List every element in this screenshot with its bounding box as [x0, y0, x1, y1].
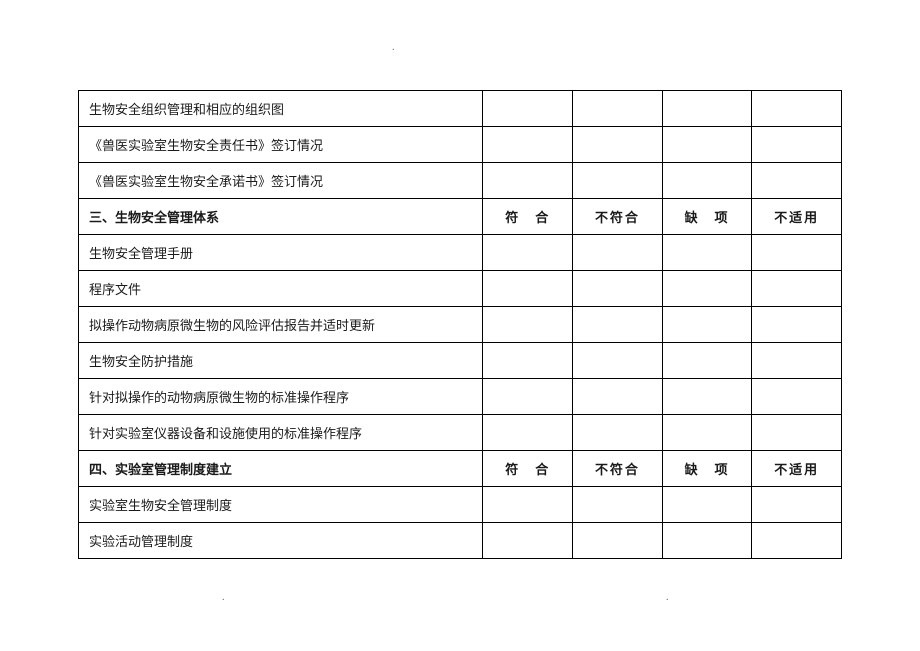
check-cell: [573, 127, 663, 163]
check-cell: [573, 523, 663, 559]
option-header-conform: 符 合: [483, 199, 573, 235]
check-cell: [752, 235, 842, 271]
option-header-na: 不适用: [752, 451, 842, 487]
option-header-missing: 缺 项: [662, 199, 752, 235]
check-cell: [483, 307, 573, 343]
table-row: 《兽医实验室生物安全责任书》签订情况: [79, 127, 842, 163]
item-cell: 生物安全管理手册: [79, 235, 483, 271]
table-row: 生物安全组织管理和相应的组织图: [79, 91, 842, 127]
item-cell: 针对实验室仪器设备和设施使用的标准操作程序: [79, 415, 483, 451]
check-cell: [483, 487, 573, 523]
section-header-cell: 三、生物安全管理体系: [79, 199, 483, 235]
check-cell: [662, 523, 752, 559]
table-row: 针对实验室仪器设备和设施使用的标准操作程序: [79, 415, 842, 451]
option-header-nonconform: 不符合: [573, 199, 663, 235]
section-header-cell: 四、实验室管理制度建立: [79, 451, 483, 487]
item-cell: 生物安全防护措施: [79, 343, 483, 379]
option-header-na: 不适用: [752, 199, 842, 235]
item-cell: 《兽医实验室生物安全承诺书》签订情况: [79, 163, 483, 199]
check-cell: [752, 487, 842, 523]
check-cell: [752, 163, 842, 199]
table-row: 《兽医实验室生物安全承诺书》签订情况: [79, 163, 842, 199]
check-cell: [483, 271, 573, 307]
table-row: 实验活动管理制度: [79, 523, 842, 559]
check-cell: [573, 91, 663, 127]
check-cell: [573, 343, 663, 379]
item-cell: 针对拟操作的动物病原微生物的标准操作程序: [79, 379, 483, 415]
table-row: 程序文件: [79, 271, 842, 307]
check-cell: [483, 523, 573, 559]
table-row: 实验室生物安全管理制度: [79, 487, 842, 523]
table-row: 拟操作动物病原微生物的风险评估报告并适时更新: [79, 307, 842, 343]
check-cell: [662, 307, 752, 343]
check-cell: [573, 163, 663, 199]
item-cell: 拟操作动物病原微生物的风险评估报告并适时更新: [79, 307, 483, 343]
check-cell: [752, 415, 842, 451]
option-header-nonconform: 不符合: [573, 451, 663, 487]
item-cell: 实验活动管理制度: [79, 523, 483, 559]
check-cell: [662, 235, 752, 271]
table-row: 三、生物安全管理体系符 合不符合缺 项不适用: [79, 199, 842, 235]
check-cell: [483, 91, 573, 127]
check-cell: [752, 343, 842, 379]
check-cell: [662, 91, 752, 127]
table-row: 生物安全管理手册: [79, 235, 842, 271]
check-cell: [483, 163, 573, 199]
check-cell: [662, 379, 752, 415]
page-decor-top: .: [392, 42, 395, 53]
table-row: 针对拟操作的动物病原微生物的标准操作程序: [79, 379, 842, 415]
check-cell: [752, 91, 842, 127]
check-cell: [483, 127, 573, 163]
check-cell: [483, 379, 573, 415]
check-cell: [573, 487, 663, 523]
checklist-table: 生物安全组织管理和相应的组织图《兽医实验室生物安全责任书》签订情况《兽医实验室生…: [78, 90, 842, 559]
option-header-missing: 缺 项: [662, 451, 752, 487]
check-cell: [662, 343, 752, 379]
check-cell: [573, 271, 663, 307]
check-cell: [752, 127, 842, 163]
item-cell: 《兽医实验室生物安全责任书》签订情况: [79, 127, 483, 163]
check-cell: [752, 271, 842, 307]
page-decor-bottom-left: .: [222, 592, 225, 603]
check-cell: [483, 343, 573, 379]
check-cell: [662, 415, 752, 451]
check-cell: [752, 523, 842, 559]
check-cell: [752, 307, 842, 343]
option-header-conform: 符 合: [483, 451, 573, 487]
check-cell: [752, 379, 842, 415]
table-row: 四、实验室管理制度建立符 合不符合缺 项不适用: [79, 451, 842, 487]
check-cell: [483, 235, 573, 271]
page-decor-bottom-right: .: [666, 592, 669, 603]
check-cell: [573, 415, 663, 451]
check-cell: [573, 235, 663, 271]
check-cell: [662, 487, 752, 523]
check-cell: [483, 415, 573, 451]
item-cell: 生物安全组织管理和相应的组织图: [79, 91, 483, 127]
check-cell: [662, 127, 752, 163]
item-cell: 程序文件: [79, 271, 483, 307]
check-cell: [573, 379, 663, 415]
item-cell: 实验室生物安全管理制度: [79, 487, 483, 523]
table-row: 生物安全防护措施: [79, 343, 842, 379]
check-cell: [662, 163, 752, 199]
check-cell: [573, 307, 663, 343]
check-cell: [662, 271, 752, 307]
